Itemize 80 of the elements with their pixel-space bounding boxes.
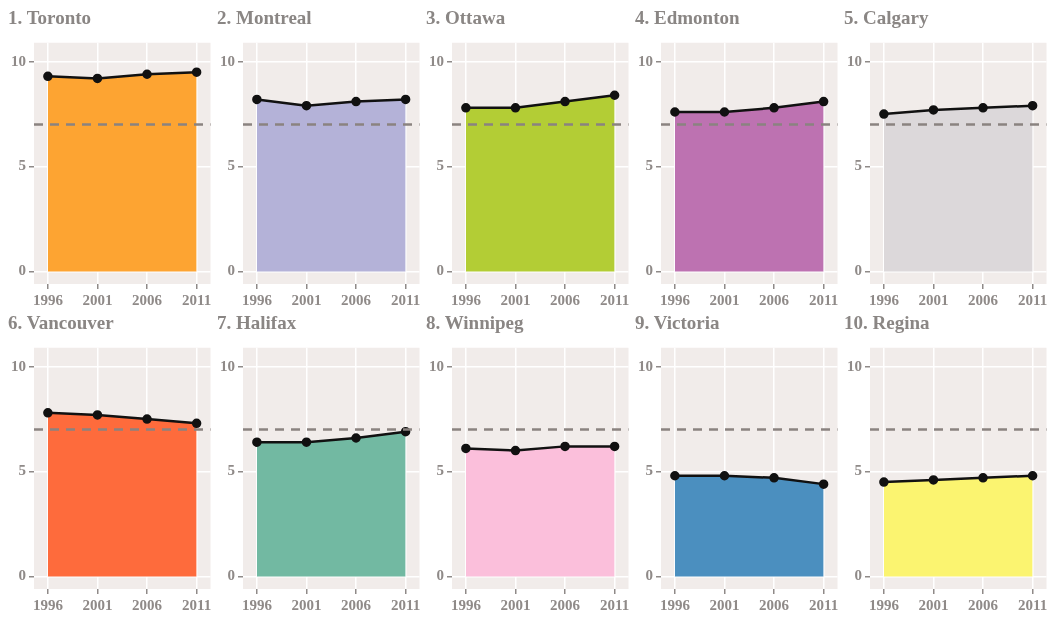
x-tick-label: 2001 (918, 291, 949, 308)
y-tick-label: 5 (854, 157, 862, 174)
y-tick-label: 5 (227, 462, 235, 479)
x-tick-label: 2011 (182, 291, 212, 308)
y-tick-label: 0 (436, 567, 444, 584)
x-tick-label: 2006 (759, 291, 790, 308)
x-tick-label: 2006 (132, 596, 163, 613)
y-tick-label: 10 (638, 52, 653, 69)
y-tick-label: 10 (847, 357, 862, 374)
y-tick-label: 10 (429, 357, 444, 374)
x-tick-label: 2011 (1018, 596, 1048, 613)
y-tick-label: 0 (645, 262, 653, 279)
x-tick-label: 2001 (500, 596, 531, 613)
x-tick-label: 2001 (500, 291, 531, 308)
x-tick-label: 1996 (241, 596, 273, 613)
x-tick-label: 2001 (709, 291, 740, 308)
x-tick-label: 2011 (600, 596, 630, 613)
y-tick-label: 5 (436, 157, 444, 174)
x-tick-label: 1996 (659, 291, 691, 308)
chart-title: 2. Montreal (217, 7, 312, 29)
x-tick-label: 1996 (450, 596, 482, 613)
chart-title: 7. Halifax (217, 312, 297, 334)
x-tick-label: 1996 (868, 291, 900, 308)
y-tick-label: 5 (436, 462, 444, 479)
x-tick-label: 2006 (968, 291, 999, 308)
x-tick-label: 2006 (968, 596, 999, 613)
x-tick-label: 2011 (809, 596, 839, 613)
x-tick-label: 2001 (82, 596, 113, 613)
y-tick-label: 10 (847, 52, 862, 69)
chart-title: 1. Toronto (8, 7, 92, 29)
y-tick-label: 0 (436, 262, 444, 279)
x-tick-label: 1996 (32, 596, 64, 613)
y-tick-label: 0 (854, 567, 862, 584)
x-tick-label: 2011 (182, 596, 212, 613)
x-tick-label: 2006 (550, 291, 581, 308)
x-tick-label: 1996 (450, 291, 482, 308)
x-tick-label: 1996 (868, 596, 900, 613)
y-tick-label: 10 (11, 52, 26, 69)
chart-title: 10. Regina (844, 312, 930, 334)
x-tick-label: 2001 (291, 596, 322, 613)
x-tick-label: 2006 (759, 596, 790, 613)
x-tick-label: 2006 (132, 291, 163, 308)
x-tick-label: 2006 (341, 291, 372, 308)
y-tick-label: 5 (645, 157, 653, 174)
y-tick-label: 5 (227, 157, 235, 174)
x-tick-label: 1996 (32, 291, 64, 308)
y-tick-label: 5 (645, 462, 653, 479)
y-tick-label: 0 (854, 262, 862, 279)
y-tick-label: 10 (638, 357, 653, 374)
x-tick-label: 2001 (918, 596, 949, 613)
x-tick-label: 2006 (341, 596, 372, 613)
y-tick-label: 5 (854, 462, 862, 479)
y-tick-label: 0 (18, 262, 26, 279)
y-tick-label: 0 (645, 567, 653, 584)
x-tick-label: 2011 (391, 596, 421, 613)
chart-title: 6. Vancouver (8, 312, 115, 334)
x-tick-label: 2011 (809, 291, 839, 308)
x-tick-label: 2011 (600, 291, 630, 308)
chart-title: 5. Calgary (844, 7, 929, 29)
x-tick-label: 2011 (1018, 291, 1048, 308)
x-tick-label: 1996 (241, 291, 273, 308)
y-tick-label: 5 (18, 157, 26, 174)
x-tick-label: 2001 (709, 596, 740, 613)
chart-title: 4. Edmonton (635, 7, 740, 29)
x-tick-label: 1996 (659, 596, 691, 613)
y-tick-label: 5 (18, 462, 26, 479)
chart-title: 9. Victoria (635, 312, 720, 334)
x-tick-label: 2001 (82, 291, 113, 308)
y-tick-label: 10 (429, 52, 444, 69)
x-tick-label: 2001 (291, 291, 322, 308)
y-tick-label: 0 (227, 567, 235, 584)
y-tick-label: 10 (220, 357, 235, 374)
y-tick-label: 10 (220, 52, 235, 69)
x-tick-label: 2011 (391, 291, 421, 308)
y-tick-label: 0 (227, 262, 235, 279)
y-tick-label: 10 (11, 357, 26, 374)
chart-title: 8. Winnipeg (426, 312, 524, 334)
y-tick-label: 0 (18, 567, 26, 584)
chart-title: 3. Ottawa (426, 7, 506, 29)
x-tick-label: 2006 (550, 596, 581, 613)
